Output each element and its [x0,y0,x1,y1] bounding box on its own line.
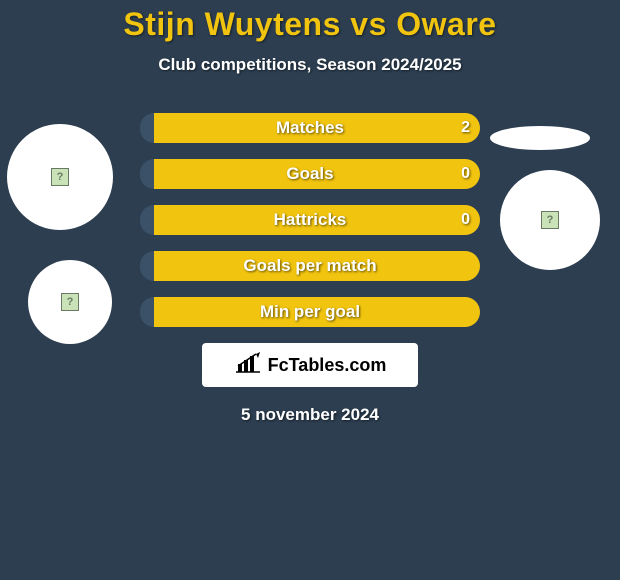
comparison-subtitle: Club competitions, Season 2024/2025 [0,55,620,75]
fctables-logo: FcTables.com [202,343,418,387]
stat-bar-row: Goals per match [140,251,480,281]
broken-image-icon: ? [61,293,79,311]
bar-value-right: 2 [461,113,470,143]
player-photo-circle-2: ? [28,260,112,344]
player-photo-circle-3: ? [500,170,600,270]
bar-value-right: 0 [461,159,470,189]
bar-label: Hattricks [140,205,480,235]
stat-bar-row: Min per goal [140,297,480,327]
bar-label: Goals [140,159,480,189]
stat-bar-row: Matches2 [140,113,480,143]
stat-bar-row: Hattricks0 [140,205,480,235]
comparison-title: Stijn Wuytens vs Oware [0,0,620,43]
logo-chart-icon [234,352,262,379]
broken-image-icon: ? [51,168,69,186]
decor-ellipse [490,126,590,150]
bar-value-right: 0 [461,205,470,235]
logo-text: FcTables.com [268,355,387,376]
bar-label: Matches [140,113,480,143]
bar-label: Min per goal [140,297,480,327]
generated-date: 5 november 2024 [0,405,620,425]
player-photo-circle-1: ? [7,124,113,230]
broken-image-icon: ? [541,211,559,229]
bar-label: Goals per match [140,251,480,281]
stat-bar-row: Goals0 [140,159,480,189]
stat-bars: Matches2Goals0Hattricks0Goals per matchM… [140,113,480,327]
